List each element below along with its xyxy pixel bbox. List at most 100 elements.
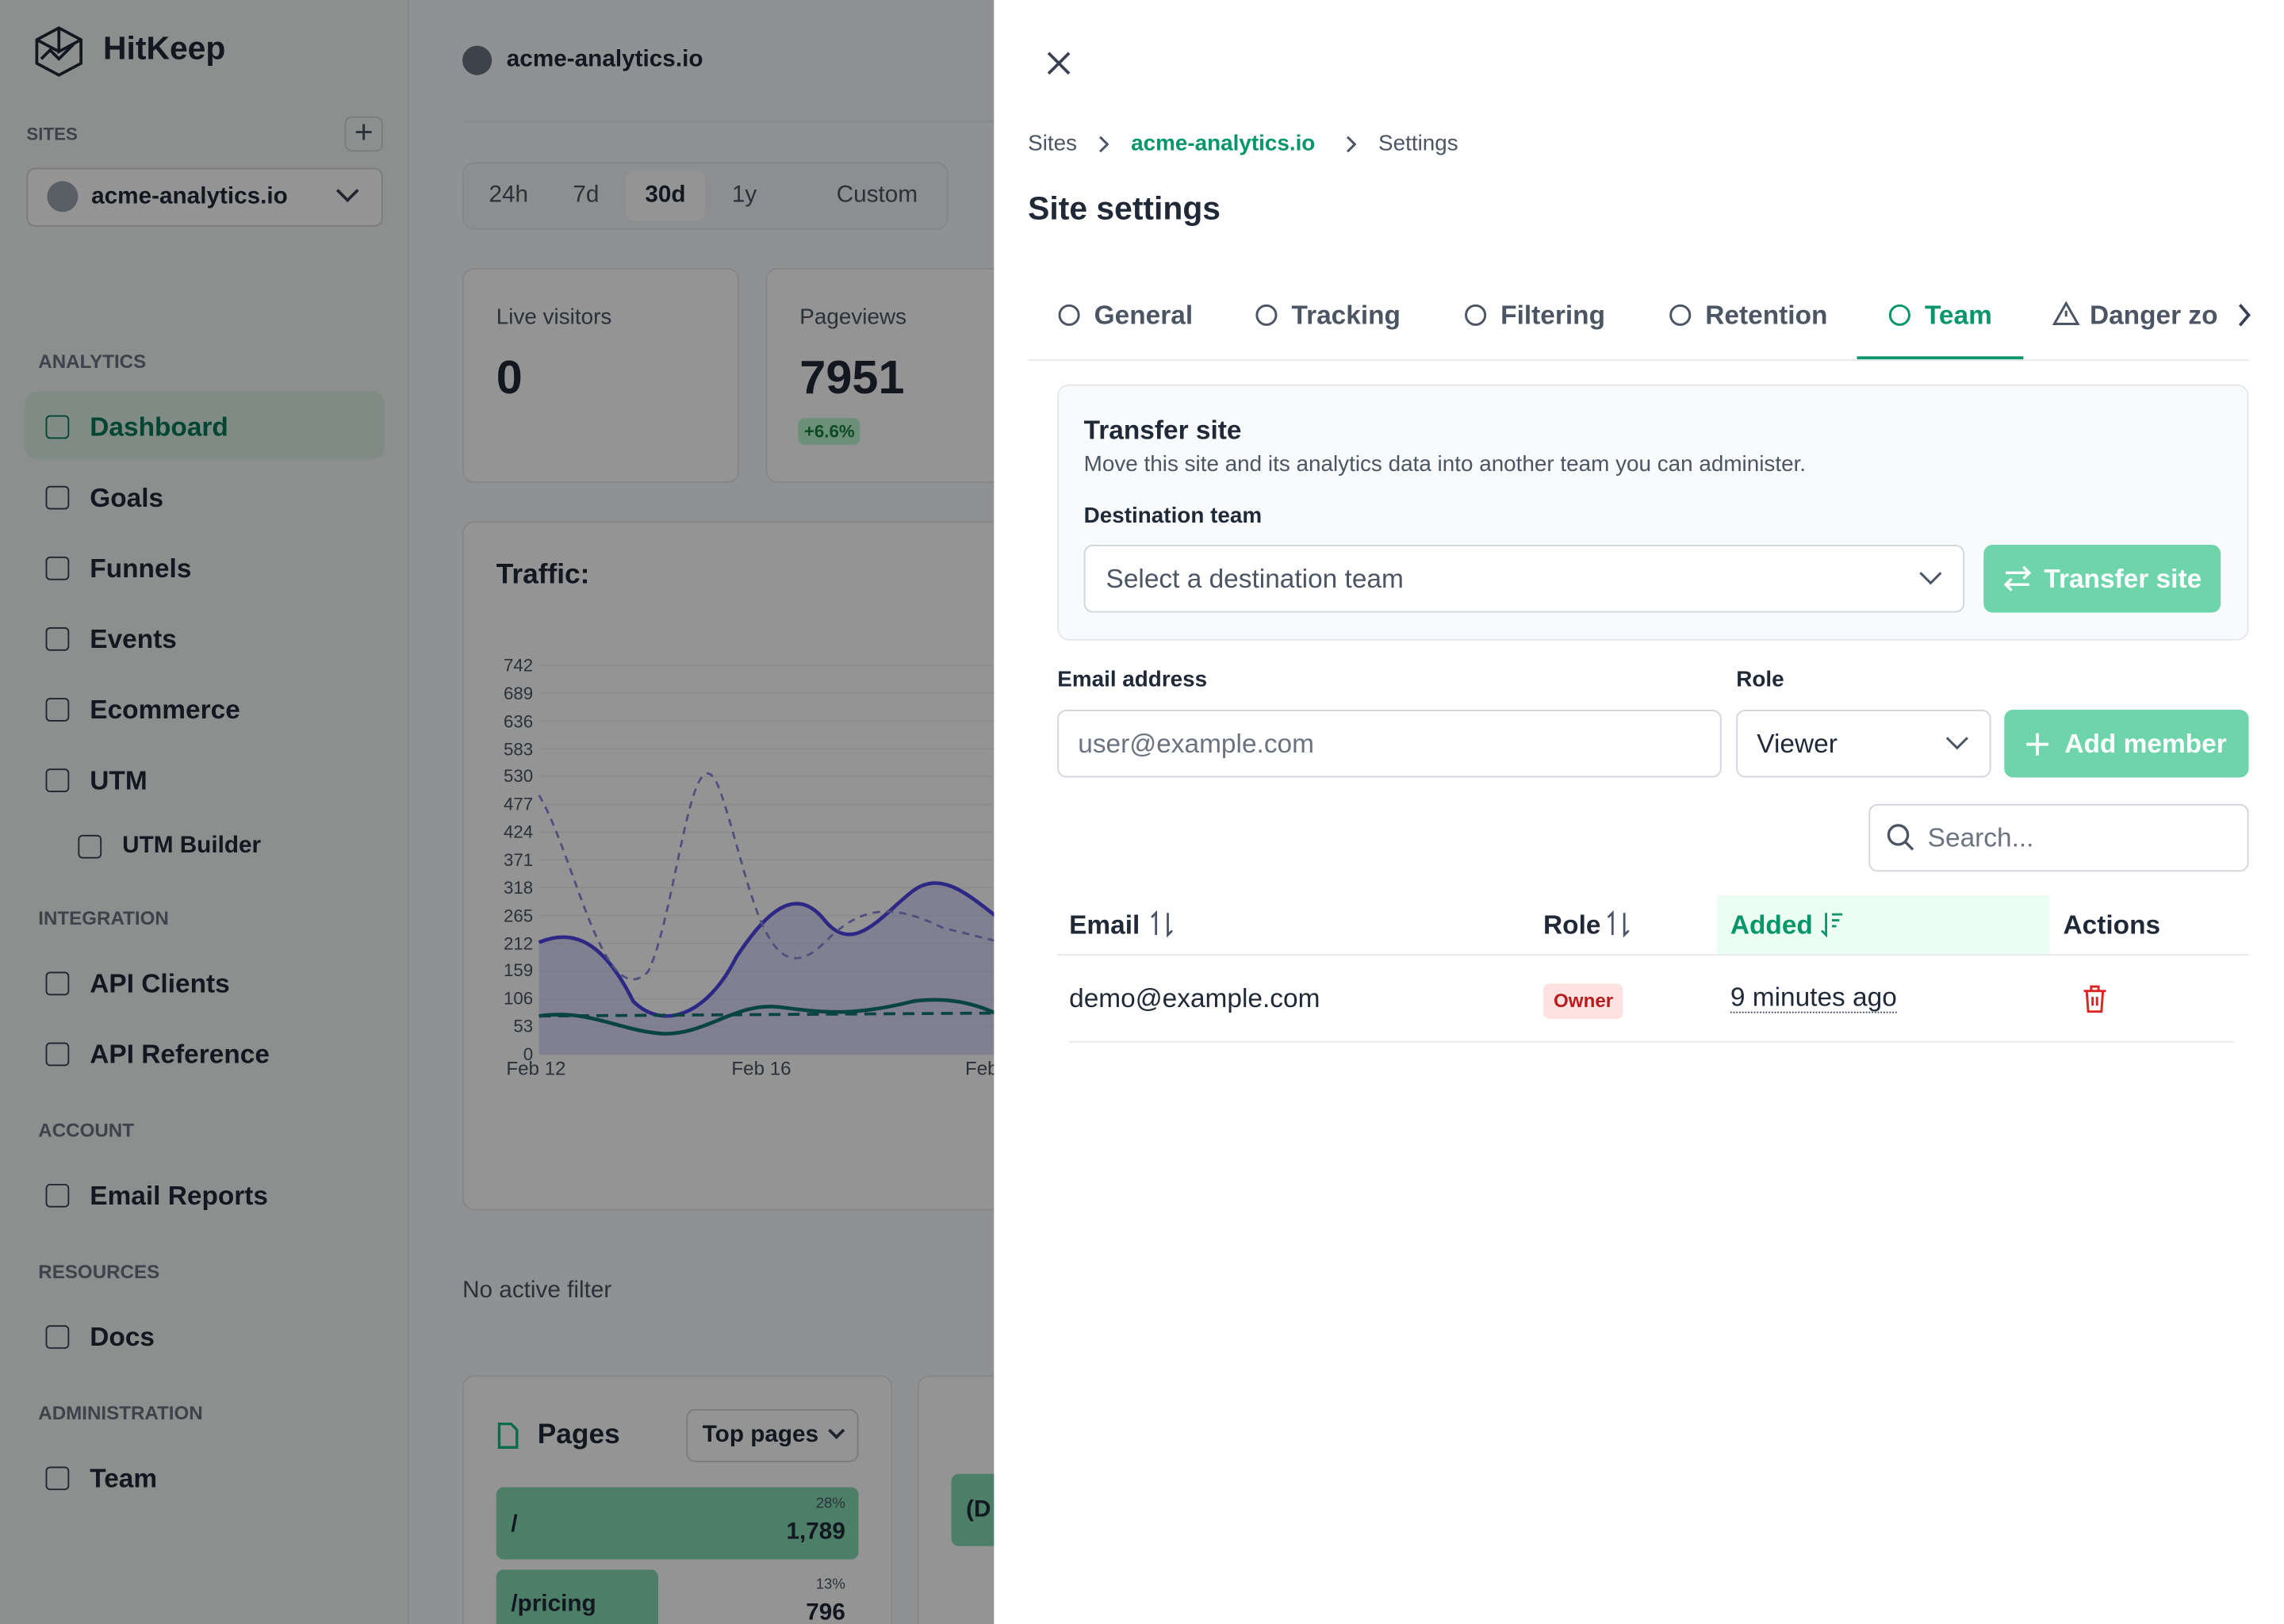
breadcrumb[interactable]: acme-analytics.io bbox=[1131, 131, 1316, 156]
button-label: Transfer site bbox=[2044, 564, 2202, 594]
role-select[interactable] bbox=[1736, 710, 1991, 778]
nav-icon bbox=[45, 415, 70, 439]
range-option[interactable]: 24h bbox=[489, 182, 529, 208]
site-icon bbox=[47, 181, 79, 213]
nav-icon bbox=[45, 1042, 70, 1067]
tab[interactable]: Tracking bbox=[1291, 300, 1401, 330]
range-option[interactable]: 30d bbox=[645, 182, 686, 208]
y-tick-label: 159 bbox=[504, 960, 534, 982]
y-tick-label: 318 bbox=[504, 877, 534, 898]
nav-icon bbox=[45, 1325, 70, 1349]
plus-icon bbox=[2026, 733, 2048, 756]
delete-button[interactable] bbox=[2083, 985, 2108, 1013]
range-option[interactable]: 7d bbox=[573, 182, 600, 208]
nav-item[interactable]: Docs bbox=[90, 1322, 155, 1352]
tab[interactable]: Danger zone bbox=[2089, 300, 2218, 330]
y-tick-label: 477 bbox=[504, 794, 534, 815]
nav-item[interactable]: API Clients bbox=[90, 968, 230, 998]
stat-label: Live visitors bbox=[496, 304, 612, 330]
tab-icon bbox=[1058, 304, 1080, 326]
nav-item[interactable]: Dashboard bbox=[90, 412, 228, 442]
tab-icon bbox=[1465, 304, 1487, 326]
nav-icon bbox=[45, 485, 70, 510]
nav-icon bbox=[45, 1183, 70, 1208]
active-nav-bg bbox=[25, 391, 385, 460]
range-option[interactable]: 1y bbox=[731, 182, 757, 208]
tab-icon bbox=[1669, 304, 1692, 326]
page-bar bbox=[496, 1569, 659, 1624]
select-value: Viewer bbox=[1757, 729, 1838, 759]
nav-item[interactable]: Goals bbox=[90, 483, 164, 513]
nav-item[interactable]: UTM bbox=[90, 765, 148, 795]
x-tick-label: Feb 12 bbox=[506, 1057, 566, 1080]
added-time: 9 minutes ago bbox=[1730, 982, 1897, 1013]
transfer-button[interactable] bbox=[1983, 545, 2221, 613]
tab-icon bbox=[2052, 301, 2080, 326]
input-placeholder: user@example.com bbox=[1078, 729, 1314, 759]
breadcrumb[interactable]: Sites bbox=[1028, 131, 1078, 156]
column-header[interactable]: Role bbox=[1543, 910, 1601, 940]
stat-label: Pageviews bbox=[799, 304, 907, 330]
overlay[interactable] bbox=[0, 0, 994, 1624]
nav-item[interactable]: Ecommerce bbox=[90, 695, 240, 725]
stat-change: +6.6% bbox=[798, 418, 861, 445]
page-share: 28% bbox=[815, 1496, 845, 1513]
transfer-icon bbox=[2003, 565, 2032, 592]
section-label: ANALYTICS bbox=[38, 350, 147, 373]
section-label: SITES bbox=[26, 123, 78, 144]
pages-select[interactable] bbox=[686, 1409, 859, 1462]
chevron bbox=[335, 189, 359, 203]
column-header[interactable]: Added bbox=[1730, 910, 1813, 940]
divider bbox=[462, 121, 994, 123]
sort-icon bbox=[1607, 910, 1630, 938]
tab[interactable]: Team bbox=[1924, 300, 1992, 330]
nav-item[interactable]: Email Reports bbox=[90, 1181, 269, 1211]
page-count: 1,789 bbox=[786, 1519, 845, 1545]
y-tick-label: 212 bbox=[504, 933, 534, 954]
tab[interactable]: Filtering bbox=[1500, 300, 1606, 330]
range-option[interactable]: Custom bbox=[836, 182, 918, 208]
row-border bbox=[1057, 954, 2249, 956]
tab[interactable]: Retention bbox=[1705, 300, 1828, 330]
x-tick-label: Feb 16 bbox=[731, 1057, 791, 1080]
site-select[interactable] bbox=[26, 167, 383, 227]
select-value: Top pages bbox=[702, 1422, 819, 1448]
page-count: 796 bbox=[806, 1600, 845, 1624]
team-select[interactable] bbox=[1083, 545, 1965, 613]
y-tick-label: 424 bbox=[504, 822, 534, 843]
sidebar bbox=[0, 0, 410, 1624]
brand: HitKeep bbox=[102, 29, 226, 67]
search-input[interactable] bbox=[1868, 803, 2249, 872]
email-input[interactable] bbox=[1057, 710, 1722, 778]
sort-icon bbox=[1821, 913, 1842, 938]
nav-item[interactable]: UTM Builder bbox=[122, 833, 262, 859]
filter-status: No active filter bbox=[462, 1277, 612, 1304]
nav-item[interactable]: Events bbox=[90, 624, 177, 654]
close-button[interactable] bbox=[1047, 52, 1071, 75]
column-header[interactable]: Email bbox=[1069, 910, 1140, 940]
select-placeholder: Select a destination team bbox=[1106, 564, 1404, 594]
page-path: / bbox=[511, 1512, 518, 1538]
add-site[interactable]: + bbox=[344, 116, 383, 152]
chevron bbox=[828, 1428, 845, 1439]
separator bbox=[1347, 136, 1357, 153]
site-name: acme-analytics.io bbox=[506, 47, 703, 72]
nav-item[interactable]: API Reference bbox=[90, 1039, 270, 1070]
nav-item[interactable]: Team bbox=[90, 1463, 158, 1493]
y-tick-label: 265 bbox=[504, 905, 534, 926]
tab[interactable]: General bbox=[1094, 300, 1194, 330]
page-bar bbox=[496, 1487, 859, 1560]
chart-title: Traffic: bbox=[496, 559, 590, 591]
source-name: (D bbox=[966, 1497, 991, 1523]
sort-icon bbox=[1151, 910, 1174, 938]
field-label: Destination team bbox=[1083, 504, 1263, 529]
nav-icon bbox=[45, 1466, 70, 1491]
tabs-next[interactable] bbox=[2237, 304, 2252, 327]
column-header: Actions bbox=[2063, 910, 2161, 940]
stat-value: 0 bbox=[496, 350, 523, 404]
section-label: INTEGRATION bbox=[38, 906, 169, 929]
nav-item[interactable]: Funnels bbox=[90, 553, 192, 584]
range-group bbox=[462, 162, 948, 230]
row-border bbox=[1069, 1040, 2234, 1043]
